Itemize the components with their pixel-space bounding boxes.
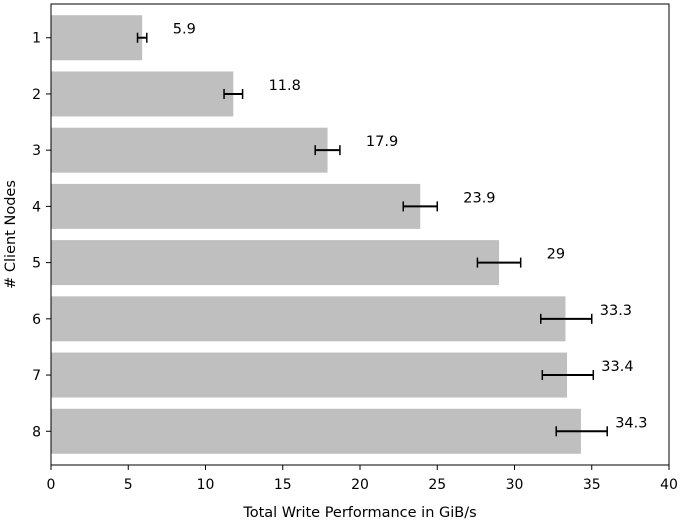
- x-tick-label-40: 40: [660, 477, 678, 493]
- data-label-3: 17.9: [366, 134, 398, 150]
- bar-8: [51, 408, 581, 454]
- data-label-4: 23.9: [463, 190, 495, 206]
- x-tick-label-0: 0: [47, 477, 56, 493]
- bar-1: [51, 15, 143, 61]
- y-tick-label-4: 4: [32, 199, 41, 215]
- y-tick-label-7: 7: [32, 368, 41, 384]
- y-tick-label-3: 3: [32, 143, 41, 159]
- x-tick-label-20: 20: [351, 477, 369, 493]
- bar-7: [51, 352, 568, 398]
- y-axis-label: # Client Nodes: [3, 180, 19, 289]
- x-tick-label-25: 25: [428, 477, 446, 493]
- data-label-7: 33.4: [601, 359, 633, 375]
- x-tick-label-10: 10: [197, 477, 215, 493]
- data-label-8: 34.3: [615, 415, 647, 431]
- y-tick-label-6: 6: [32, 312, 41, 328]
- data-label-5: 29: [547, 247, 565, 263]
- error-bars-layer: [136, 32, 608, 437]
- bar-2: [51, 71, 234, 117]
- y-ticks: 1 2 3 4 5 6 7 8: [32, 31, 51, 440]
- y-tick-label-1: 1: [32, 31, 41, 47]
- x-tick-label-30: 30: [506, 477, 524, 493]
- x-axis-label: Total Write Performance in GiB/s: [242, 505, 476, 521]
- x-tick-label-35: 35: [583, 477, 601, 493]
- data-label-1: 5.9: [173, 22, 196, 38]
- y-tick-label-5: 5: [32, 256, 41, 272]
- axes-layer: 0 5 10 15 20 25 30 35 40 1 2 3 4 5 6 7 8 Total Write Pe…: [3, 3, 678, 521]
- data-labels-layer: 5.9 11.8 17.9 23.9 29 33.3 33.4 34.3: [173, 22, 648, 432]
- bar-4: [51, 183, 421, 229]
- x-tick-label-15: 15: [274, 477, 292, 493]
- bar-3: [51, 127, 328, 173]
- bar-6: [51, 296, 566, 342]
- data-label-6: 33.3: [600, 303, 632, 319]
- bar-5: [51, 240, 500, 286]
- data-label-2: 11.8: [269, 78, 301, 94]
- bars-layer: [51, 15, 581, 454]
- y-tick-label-8: 8: [32, 424, 41, 440]
- y-tick-label-2: 2: [32, 87, 41, 103]
- x-ticks: 0 5 10 15 20 25 30 35 40: [47, 465, 678, 493]
- x-tick-label-5: 5: [124, 477, 133, 493]
